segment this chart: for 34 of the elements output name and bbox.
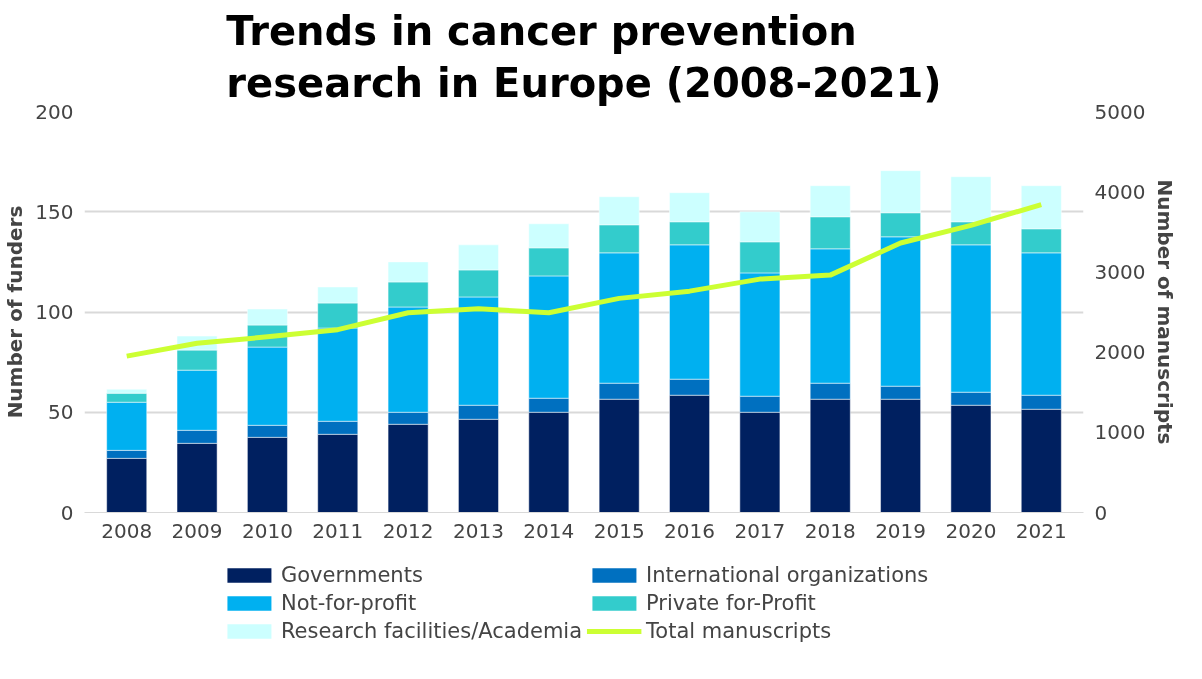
- x-tick-label: 2020: [945, 518, 997, 543]
- x-tick-label: 2019: [875, 518, 927, 543]
- y-tick-label: 150: [35, 199, 74, 224]
- legend-label: Research facilities/Academia: [280, 618, 583, 643]
- legend-label: Not-for-profit: [280, 590, 418, 615]
- y-tick-label: 50: [48, 400, 74, 425]
- x-tick-label: 2012: [382, 518, 434, 543]
- x-tick-label: 2011: [312, 518, 364, 543]
- y-tick-label: 200: [35, 99, 74, 124]
- x-tick-label: 2014: [523, 518, 575, 543]
- x-tick-label: 2015: [593, 518, 645, 543]
- y-tick-label: 100: [35, 300, 74, 324]
- x-tick-label: 2017: [734, 518, 786, 543]
- y2-tick-label: 2000: [1094, 340, 1146, 365]
- y2-tick-label: 5000: [1094, 99, 1146, 124]
- y-axis-title: Number of funders: [3, 205, 28, 419]
- legend-label: Private for-Profit: [646, 590, 817, 615]
- y2-tick-label: 0: [1094, 500, 1108, 525]
- x-tick-label: 2018: [804, 518, 856, 543]
- x-tick-label: 2013: [453, 518, 504, 543]
- chart-title: Trends in cancer prevention research in Europe (2008-2021): [226, 7, 942, 107]
- x-tick-label: 2008: [101, 518, 153, 543]
- x-tick-label: 2010: [241, 518, 293, 543]
- x-tick-label: 2016: [664, 518, 715, 543]
- x-tick-label: 2021: [1015, 518, 1067, 543]
- legend-label: Total manuscripts: [646, 618, 833, 643]
- legend-label: International organizations: [646, 562, 930, 587]
- y2-tick-label: 3000: [1094, 259, 1146, 284]
- legend-label: Governments: [280, 562, 424, 587]
- y2-tick-label: 4000: [1094, 179, 1146, 204]
- y2-axis-title: Number of manuscripts: [1153, 179, 1178, 445]
- y2-tick-label: 1000: [1094, 420, 1146, 445]
- y-tick-label: 0: [60, 500, 74, 525]
- x-tick-label: 2009: [171, 518, 223, 543]
